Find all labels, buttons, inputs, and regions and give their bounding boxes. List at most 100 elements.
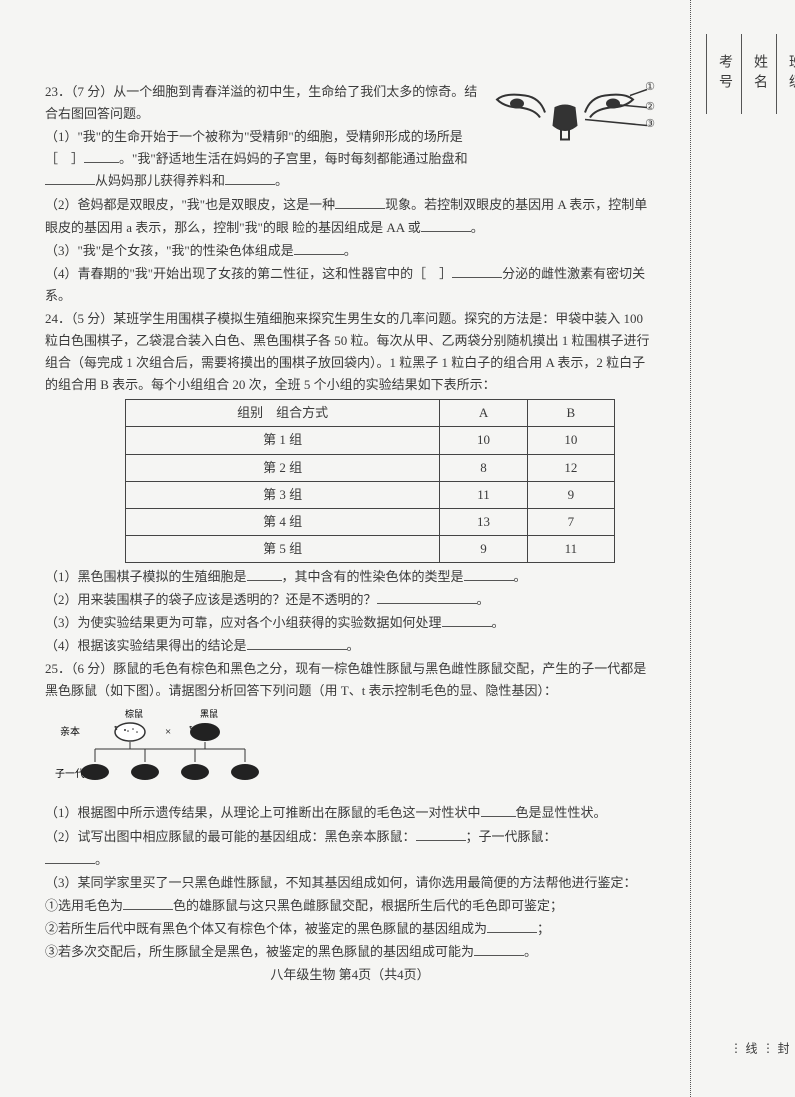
q23-p1d: 。 — [275, 173, 288, 188]
q24-p2: （2）用来装围棋子的袋子应该是透明的？还是不透明的？ 。 — [45, 589, 655, 611]
table-row: 第 5 组911 — [126, 535, 615, 562]
td: 11 — [527, 535, 614, 562]
q25-p2: （2）试写出图中相应豚鼠的最可能的基因组成：黑色亲本豚鼠： ；子一代豚鼠： — [45, 826, 655, 848]
q24-table: 组别 组合方式 A B 第 1 组1010 第 2 组812 第 3 组119 … — [125, 399, 615, 563]
t: 色的雄豚鼠与这只黑色雌豚鼠交配，根据所生后代的毛色即可鉴定； — [173, 898, 563, 913]
t: ①选用毛色为 — [45, 898, 123, 913]
table-row: 第 1 组1010 — [126, 427, 615, 454]
blank — [335, 195, 385, 209]
t: （2）用来装围棋子的袋子应该是透明的？还是不透明的？ — [45, 592, 377, 607]
q23-p1c: 从妈妈那儿获得养料和 — [95, 173, 225, 188]
sidebar-inner: 年级 班级 姓名 考号 ⋮ 密 ⋮ 封 ⋮ 线 ⋮ — [699, 30, 795, 1067]
label-3: ③ — [645, 115, 655, 134]
t: ②若所生后代中既有黑色个体又有棕色个体，被鉴定的黑色豚鼠的基因组成为 — [45, 921, 487, 936]
blank — [452, 264, 502, 278]
blank — [487, 919, 537, 933]
class-label: 班级 — [784, 54, 795, 94]
q23-p3a: （3）"我"是个女孩，"我"的性染色体组成是 — [45, 243, 294, 258]
parent-label: 亲本 — [60, 725, 80, 738]
t: （1）黑色围棋子模拟的生殖细胞是 — [45, 569, 247, 584]
blank — [45, 850, 95, 864]
td: 第 3 组 — [126, 481, 440, 508]
td: 第 4 组 — [126, 508, 440, 535]
q23-p2c: 。 — [471, 220, 484, 235]
exam-label: 考号 — [714, 54, 734, 94]
q23-p1b: 。"我"舒适地生活在妈妈的子宫里，每时每刻都能通过胎盘和 — [119, 151, 468, 166]
side-col-left: ⋮ 密 ⋮ 封 ⋮ 线 ⋮ — [699, 1041, 795, 1067]
table-row: 第 4 组137 — [126, 508, 615, 535]
q23-diagram: ① ② ③ — [485, 75, 655, 150]
q24-p1: （1）黑色围棋子模拟的生殖细胞是 ，其中含有的性染色体的类型是 。 — [45, 566, 655, 588]
q25-p31: ①选用毛色为 色的雄豚鼠与这只黑色雌豚鼠交配，根据所生后代的毛色即可鉴定； — [45, 895, 655, 917]
th: A — [440, 400, 527, 427]
svg-text:×: × — [165, 726, 171, 738]
q25-p2c-line: 。 — [45, 849, 655, 871]
genetics-diagram: 亲本 棕鼠 黑鼠 × 子一代 — [55, 707, 285, 797]
side-col-right: 年级 班级 姓名 考号 — [699, 30, 795, 118]
t: 。 — [492, 615, 505, 630]
blank — [294, 241, 344, 255]
td: 13 — [440, 508, 527, 535]
q23-p2: （2）爸妈都是双眼皮，"我"也是双眼皮，这是一种现象。若控制双眼皮的基因用 A … — [45, 194, 655, 238]
td: 7 — [527, 508, 614, 535]
td: 10 — [527, 427, 614, 454]
td: 9 — [440, 535, 527, 562]
th: 组别 组合方式 — [126, 400, 440, 427]
genetics-svg-icon: 亲本 棕鼠 黑鼠 × 子一代 — [55, 707, 285, 797]
reproductive-system-icon — [485, 75, 655, 150]
t: 。 — [514, 569, 527, 584]
q23-block: 23．（7 分）从一个细胞到青春洋溢的初中生，生命给了我们太多的惊奇。结合右图回… — [45, 80, 655, 193]
t: 。 — [95, 852, 108, 867]
label-2: ② — [645, 98, 655, 117]
t: ，其中含有的性染色体的类型是 — [282, 569, 464, 584]
blank — [416, 827, 466, 841]
t: 色是显性性状。 — [516, 805, 607, 820]
t: （4）根据该实验结果得出的结论是 — [45, 638, 247, 653]
side-blank — [706, 34, 707, 114]
side-blank — [776, 34, 777, 114]
q25-p33: ③若多次交配后，所生豚鼠全是黑色，被鉴定的黑色豚鼠的基因组成可能为 。 — [45, 941, 655, 963]
black-label: 黑鼠 — [200, 708, 218, 719]
th: B — [527, 400, 614, 427]
blank — [84, 149, 119, 163]
blank — [377, 590, 477, 604]
t: ；子一代豚鼠： — [466, 829, 557, 844]
blank — [421, 218, 471, 232]
seal-x: 线 — [743, 1042, 760, 1066]
blank — [247, 567, 282, 581]
t: 。 — [347, 638, 360, 653]
label-1: ① — [645, 78, 655, 97]
q24-header: 24．（5 分）某班学生用围棋子模拟生殖细胞来探究生男生女的几率问题。探究的方法… — [45, 308, 655, 396]
name-label: 姓名 — [749, 54, 769, 94]
blank — [481, 803, 516, 817]
td: 8 — [440, 454, 527, 481]
td: 9 — [527, 481, 614, 508]
q23-p2a: （2）爸妈都是双眼皮，"我"也是双眼皮，这是一种 — [45, 197, 335, 212]
blank — [464, 567, 514, 581]
q24-p3: （3）为使实验结果更为可靠，应对各个小组获得的实验数据如何处理 。 — [45, 612, 655, 634]
q25-p3: （3）某同学家里买了一只黑色雌性豚鼠，不知其基因组成如何，请你选用最简便的方法帮… — [45, 872, 655, 894]
q24-p4: （4）根据该实验结果得出的结论是 。 — [45, 635, 655, 657]
q23-p4a: （4）青春期的"我"开始出现了女孩的第二性征，这和性器官中的［ ］ — [45, 266, 452, 281]
t: ③若多次交配后，所生豚鼠全是黑色，被鉴定的黑色豚鼠的基因组成可能为 — [45, 944, 474, 959]
td: 11 — [440, 481, 527, 508]
t: 。 — [524, 944, 537, 959]
q23-p3: （3）"我"是个女孩，"我"的性染色体组成是。 — [45, 240, 655, 262]
sidebar: 年级 班级 姓名 考号 ⋮ 密 ⋮ 封 ⋮ 线 ⋮ — [690, 0, 795, 1097]
t: （1）根据图中所示遗传结果，从理论上可推断出在豚鼠的毛色这一对性状中 — [45, 805, 481, 820]
blank — [45, 171, 95, 185]
td: 12 — [527, 454, 614, 481]
blank — [225, 171, 275, 185]
t: 。 — [477, 592, 490, 607]
child-label: 子一代 — [55, 768, 85, 780]
q25-header: 25．（6 分）豚鼠的毛色有棕色和黑色之分，现有一棕色雄性豚鼠与黑色雌性豚鼠交配… — [45, 658, 655, 702]
blank — [247, 636, 347, 650]
t: （2）试写出图中相应豚鼠的最可能的基因组成：黑色亲本豚鼠： — [45, 829, 416, 844]
table-header-row: 组别 组合方式 A B — [126, 400, 615, 427]
q23-p1: （1）"我"的生命开始于一个被称为"受精卵"的细胞，受精卵形成的场所是［ ］。"… — [45, 126, 480, 192]
dots: ⋮ — [728, 1041, 743, 1067]
t: （3）为使实验结果更为可靠，应对各个小组获得的实验数据如何处理 — [45, 615, 442, 630]
t: ； — [537, 921, 550, 936]
table-row: 第 3 组119 — [126, 481, 615, 508]
blank — [123, 896, 173, 910]
